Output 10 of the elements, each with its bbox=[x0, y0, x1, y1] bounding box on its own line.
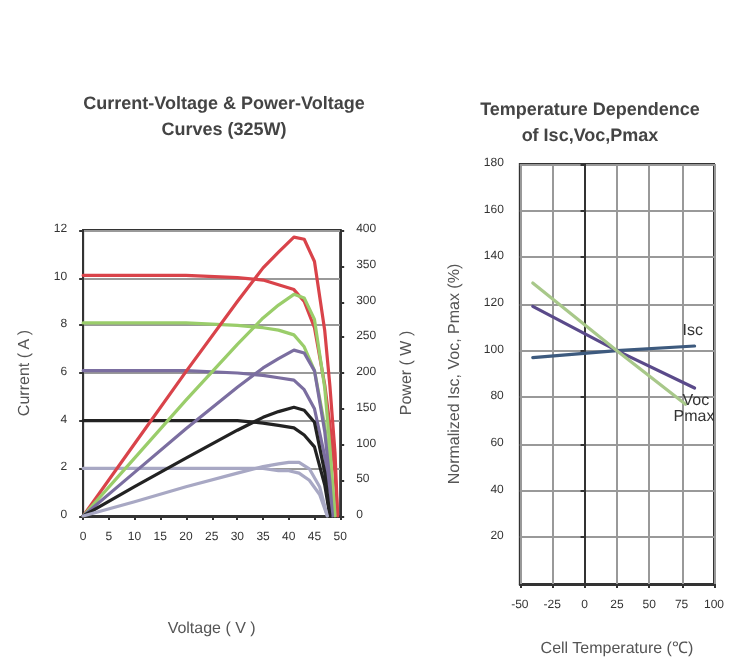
y-axis-title: Current ( A ) bbox=[15, 329, 33, 417]
y2-axis-title: Power ( W ) bbox=[397, 330, 415, 416]
x-axis-title: Cell Temperature (℃) bbox=[540, 639, 694, 657]
series-label: Pmax bbox=[673, 407, 715, 426]
y-axis-title: Normalized Isc, Voc, Pmax (%) bbox=[445, 263, 463, 485]
series-label: Isc bbox=[682, 321, 704, 339]
chart-title: Current-Voltage & Power-Voltage Curves (325W) bbox=[83, 93, 365, 139]
x-axis-title: Voltage ( V ) bbox=[167, 619, 257, 637]
chart-title: Temperature Dependence of Isc,Voc,Pmax bbox=[480, 99, 700, 145]
series-label: Voc bbox=[682, 391, 710, 409]
